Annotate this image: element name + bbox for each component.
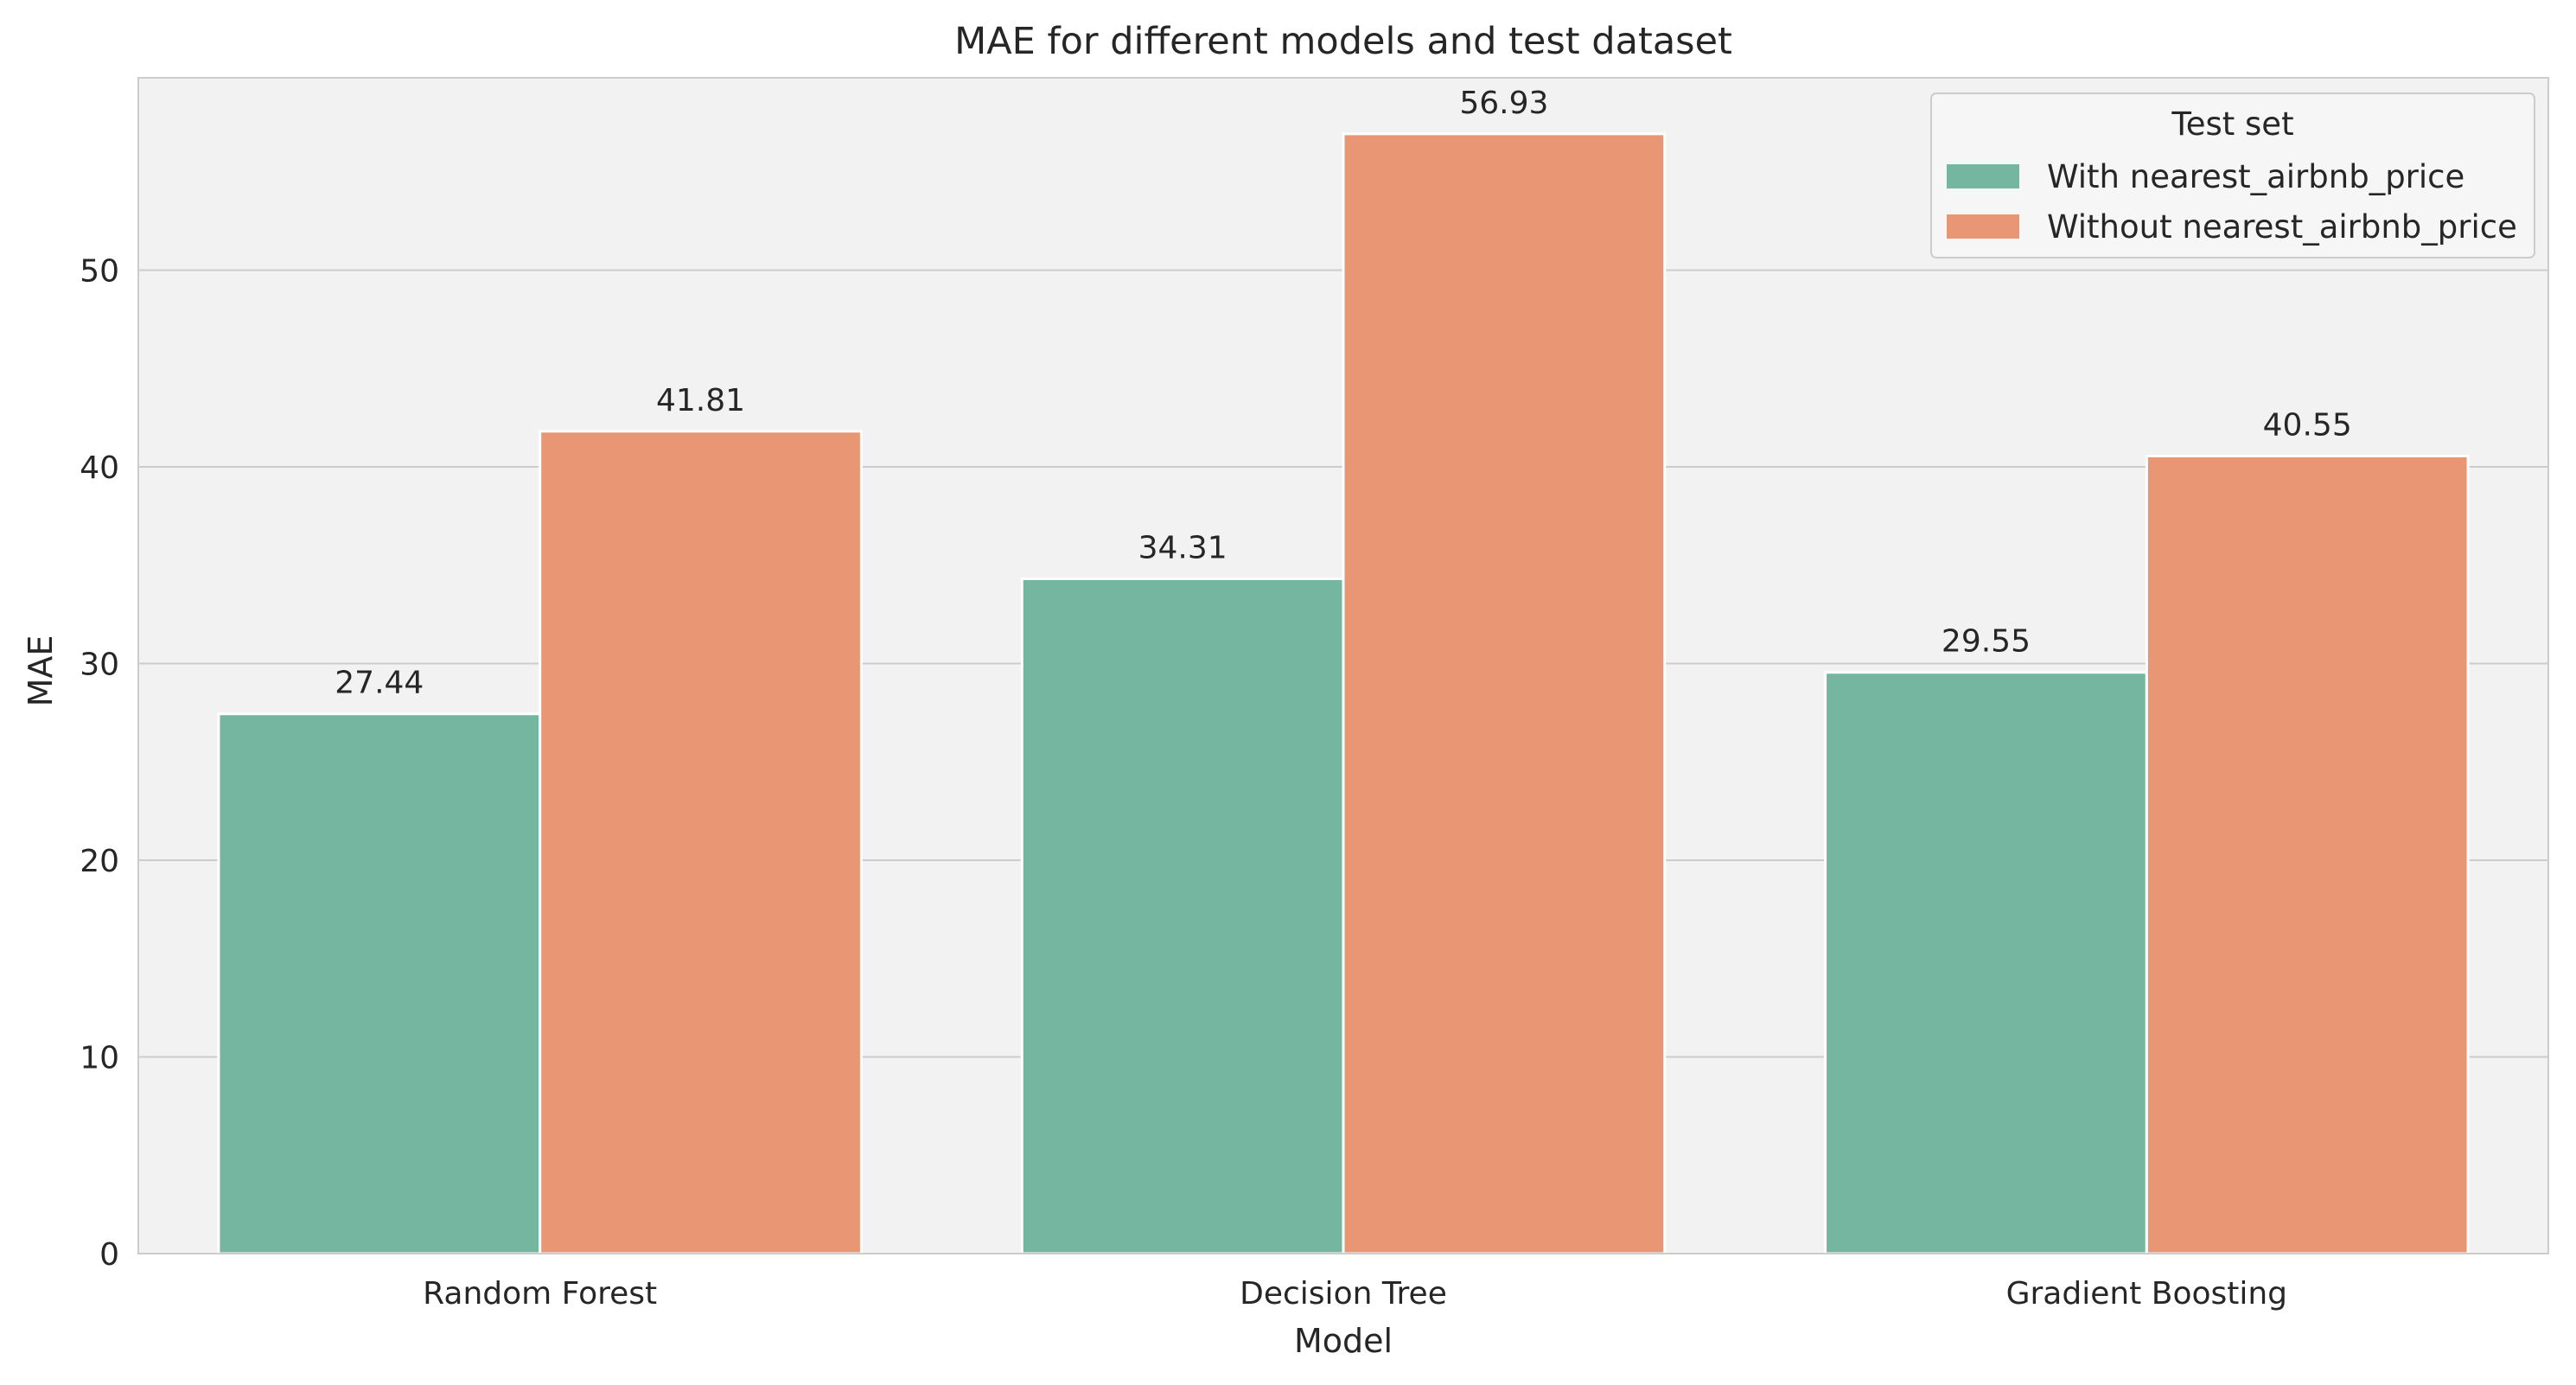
bar [1020, 577, 1345, 1255]
x-tick-label: Gradient Boosting [2006, 1276, 2287, 1312]
bar-value-label: 27.44 [335, 666, 424, 701]
y-tick-label: 40 [80, 450, 119, 486]
bars [217, 132, 2470, 1255]
legend-swatch [1947, 164, 2019, 188]
x-tick-label: Random Forest [423, 1276, 657, 1312]
bar-value-label: 41.81 [656, 383, 745, 418]
bar [1824, 671, 2148, 1255]
legend-title: Test set [2171, 105, 2293, 143]
y-tick-label: 30 [80, 647, 119, 682]
bar-value-label: 29.55 [1942, 624, 2031, 660]
y-tick-label: 50 [80, 253, 119, 289]
legend-swatch [1947, 214, 2019, 239]
plot-frame [137, 77, 2549, 1254]
y-tick-label: 20 [80, 844, 119, 879]
y-tick-label: 0 [99, 1237, 119, 1273]
legend-label: With nearest_airbnb_price [2047, 158, 2464, 195]
x-axis-ticks: Random Forest Decision Tree Gradient Boost… [423, 1276, 2287, 1312]
legend-box [1930, 93, 2535, 258]
legend: Test set With nearest_airbnb_price Withou… [1930, 93, 2535, 258]
bar-value-labels: 27.44 41.81 34.31 56.93 29.55 40.55 [335, 86, 2351, 701]
y-axis-ticks: 0 10 20 30 40 50 [80, 253, 119, 1273]
bar [539, 430, 863, 1255]
bar-value-label: 34.31 [1138, 530, 1227, 565]
bar [217, 712, 542, 1255]
y-axis-label: MAE [22, 635, 60, 707]
bar [2145, 454, 2470, 1255]
bar-value-label: 56.93 [1459, 86, 1548, 121]
legend-label: Without nearest_airbnb_price [2047, 208, 2517, 246]
y-tick-label: 10 [80, 1040, 119, 1075]
legend-entries: With nearest_airbnb_price Without nearest… [1947, 158, 2517, 246]
bar [1342, 132, 1667, 1255]
x-tick-label: Decision Tree [1240, 1276, 1447, 1312]
bar-value-label: 40.55 [2263, 407, 2352, 443]
x-axis-label: Model [1294, 1322, 1393, 1360]
chart-title: MAE for different models and test datase… [954, 20, 1732, 63]
